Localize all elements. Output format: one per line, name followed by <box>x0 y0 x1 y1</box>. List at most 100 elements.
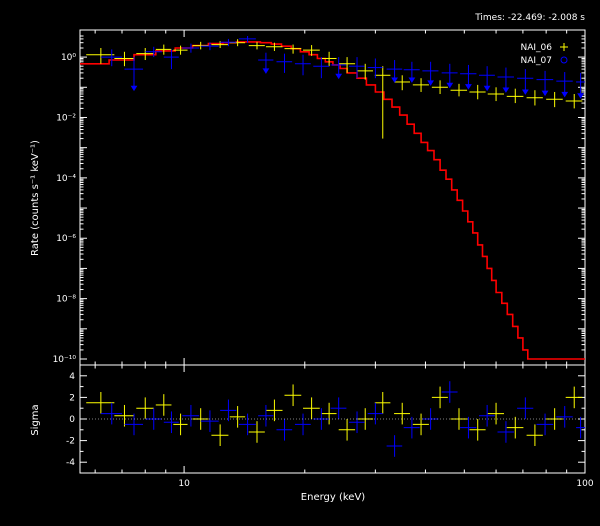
data-point-nai06 <box>265 42 283 51</box>
data-point-nai07 <box>313 57 330 79</box>
residual-point-nai06 <box>321 402 337 425</box>
spectrum-data-layer <box>86 36 585 139</box>
data-point-nai06 <box>469 84 486 100</box>
data-point-nai07 <box>100 49 122 67</box>
data-point-nai07 <box>349 57 365 79</box>
data-point-nai06 <box>412 78 429 92</box>
residual-point-nai07 <box>367 402 383 425</box>
data-point-nai07 <box>200 42 219 51</box>
data-point-nai07 <box>556 72 573 98</box>
data-point-nai07 <box>276 53 293 73</box>
data-point-nai06 <box>114 51 135 67</box>
residual-point-nai07 <box>100 402 122 425</box>
y-tick-label: 10⁻⁴ <box>56 174 76 184</box>
residual-point-nai06 <box>526 424 543 446</box>
upper-limit-arrow <box>465 84 472 90</box>
y-tick-label: 0 <box>69 415 75 425</box>
spectrum-axis-ticks: 10⁰ 10⁻² 10⁻⁴ 10⁻⁶ 10⁻⁸ 10⁻¹⁰ <box>53 30 586 365</box>
legend: NAI_06 NAI_07 <box>521 43 568 66</box>
data-point-nai06 <box>248 41 265 50</box>
data-point-nai06 <box>506 88 524 104</box>
residual-point-nai07 <box>220 399 237 422</box>
upper-limit-arrow <box>408 77 416 83</box>
upper-limit-arrow <box>483 85 491 92</box>
legend-label-nai07: NAI_07 <box>521 56 553 66</box>
residual-point-nai06 <box>86 392 115 414</box>
residual-point-nai06 <box>374 392 391 414</box>
data-point-nai06 <box>546 91 563 108</box>
data-point-nai06 <box>526 90 543 106</box>
upper-limit-arrow <box>391 77 398 83</box>
residual-point-nai06 <box>338 419 356 441</box>
data-point-nai07 <box>460 64 477 90</box>
data-point-nai07 <box>294 54 311 76</box>
residual-point-nai07 <box>536 413 554 436</box>
y-tick-label: -4 <box>66 458 75 468</box>
data-point-nai07 <box>576 72 585 99</box>
residual-point-nai06 <box>173 413 188 436</box>
residual-point-nai07 <box>330 397 347 419</box>
residual-point-nai06 <box>469 419 486 441</box>
residual-point-nai06 <box>284 384 302 407</box>
data-point-nai07 <box>478 66 495 92</box>
residual-point-nai06 <box>211 424 229 446</box>
residual-point-nai07 <box>258 404 274 427</box>
residual-point-nai07 <box>386 435 403 457</box>
data-point-nai06 <box>136 48 154 61</box>
legend-label-nai06: NAI_06 <box>521 43 553 53</box>
chart-title: Times: -22.469: -2.008 s <box>474 13 585 23</box>
y-tick-label: 4 <box>69 372 75 382</box>
data-point-nai07 <box>182 43 200 53</box>
data-point-nai07 <box>497 67 514 93</box>
x-tick-label: 10 <box>178 479 190 489</box>
data-point-nai06 <box>192 41 209 50</box>
upper-limit-arrow <box>541 90 549 97</box>
residual-point-nai06 <box>506 416 524 439</box>
residual-point-nai07 <box>556 406 573 428</box>
y-tick-label: 10⁰ <box>61 53 76 63</box>
data-point-nai07 <box>367 58 383 79</box>
residual-point-nai07 <box>478 404 495 427</box>
residual-point-nai07 <box>422 408 439 430</box>
data-point-nai07 <box>220 38 237 47</box>
data-point-nai07 <box>386 60 403 83</box>
residual-data-layer <box>86 381 585 457</box>
residual-point-nai07 <box>145 408 162 430</box>
model-step-curve <box>80 41 585 360</box>
upper-limit-arrow <box>427 80 435 86</box>
legend-marker-nai06 <box>560 43 568 51</box>
model-curve-layer <box>80 41 585 360</box>
upper-limit-arrow <box>446 82 454 89</box>
residual-point-nai06 <box>431 386 448 409</box>
residual-point-nai07 <box>294 413 311 436</box>
y-tick-label: 2 <box>69 393 75 403</box>
residual-point-nai06 <box>412 413 429 436</box>
data-point-nai06 <box>394 75 410 91</box>
residual-point-nai06 <box>265 399 283 422</box>
residual-point-nai06 <box>565 386 583 409</box>
residual-point-nai07 <box>517 397 534 419</box>
residual-point-nai07 <box>238 413 256 436</box>
residual-point-nai07 <box>497 421 514 443</box>
residual-point-nai06 <box>114 404 135 427</box>
residual-point-nai07 <box>441 381 458 403</box>
residual-point-nai06 <box>394 402 410 425</box>
data-point-nai06 <box>284 44 302 54</box>
data-point-nai06 <box>86 48 115 64</box>
y-tick-label: 10⁻¹⁰ <box>53 355 77 365</box>
y-tick-label: 10⁻⁶ <box>56 234 76 244</box>
upper-limit-arrow <box>262 68 270 74</box>
residual-point-nai07 <box>576 416 585 439</box>
y-tick-label: 10⁻² <box>56 113 76 123</box>
spectrum-y-axis-label: Rate (counts s⁻¹ keV⁻¹) <box>30 140 41 256</box>
data-point-nai06 <box>321 51 337 67</box>
data-point-nai07 <box>517 69 534 95</box>
residual-point-nai07 <box>163 411 179 434</box>
data-point-nai07 <box>163 49 179 70</box>
data-point-nai06 <box>565 93 583 109</box>
y-tick-label: -2 <box>66 437 75 447</box>
data-point-nai07 <box>441 63 458 89</box>
data-point-nai07 <box>403 61 420 83</box>
upper-limit-arrow <box>521 89 529 95</box>
